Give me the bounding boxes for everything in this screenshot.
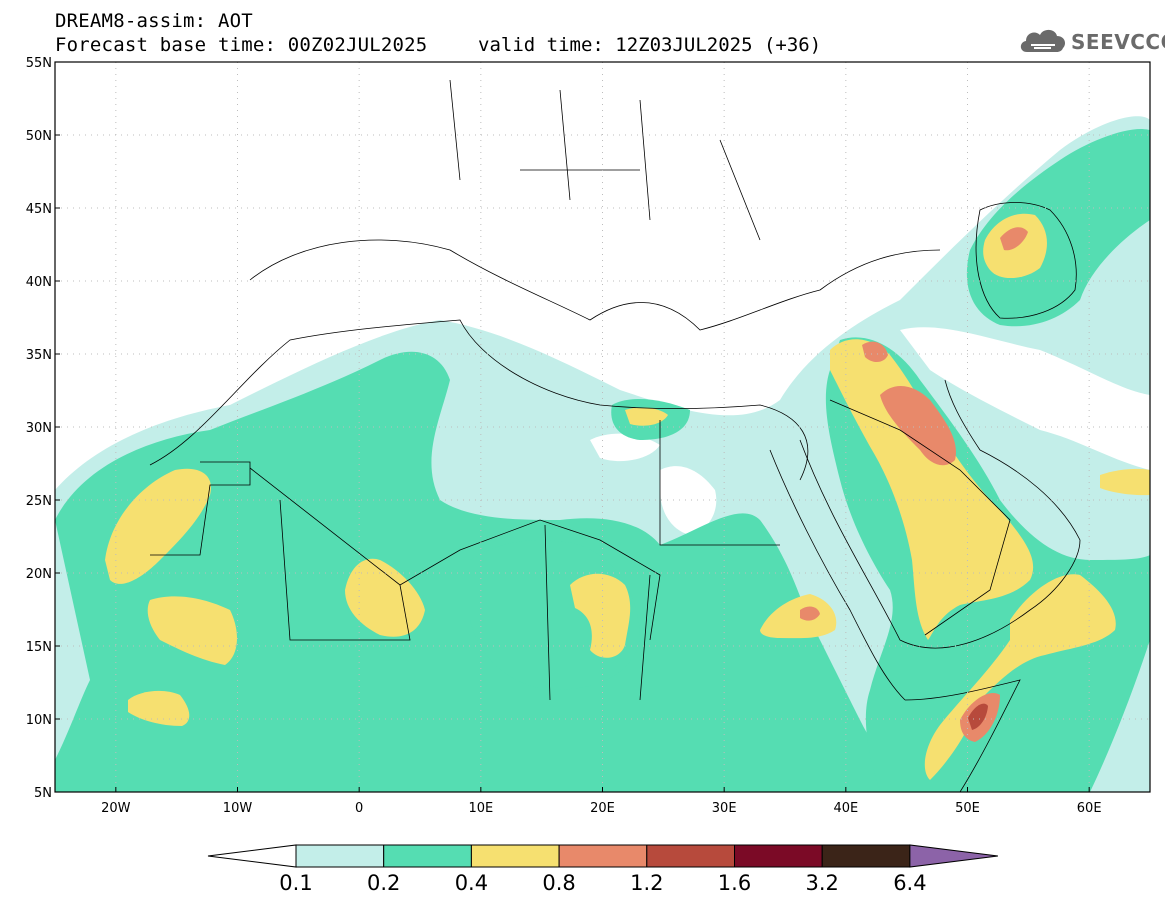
- cloud-icon: [1020, 29, 1065, 52]
- lon-label: 40E: [833, 801, 858, 816]
- colorbar-label: 0.2: [367, 871, 400, 895]
- aot-band-0.4-mauritania: [105, 468, 211, 584]
- forecast-base-time: Forecast base time: 00Z02JUL2025: [55, 34, 428, 56]
- colorbar-swatch: [821, 844, 911, 868]
- country-borders: [149, 79, 1081, 792]
- border-mali-niger: [279, 499, 411, 641]
- aot-field: [55, 116, 1150, 792]
- aot-band-0.8-syria: [862, 341, 888, 363]
- border-europe-east: [449, 79, 761, 241]
- lat-label: 30N: [26, 421, 52, 436]
- colorbar-label: 6.4: [893, 871, 926, 895]
- colorbar-label: 0.1: [279, 871, 312, 895]
- clear-area-libya: [590, 433, 660, 462]
- colorbar-label: 3.2: [805, 871, 838, 895]
- lon-label: 10W: [223, 801, 253, 816]
- aot-band-0.4-eritrea: [760, 594, 837, 639]
- lat-label: 55N: [26, 56, 52, 71]
- lon-label: 50E: [955, 801, 980, 816]
- coastline-europe: [249, 239, 941, 331]
- aot-band-0.4-mali: [345, 558, 425, 637]
- lat-label: 15N: [26, 640, 52, 655]
- colorbar-under-triangle: [207, 844, 297, 868]
- lat-label: 50N: [26, 129, 52, 144]
- latitude-axis: 55N 50N 45N 40N 35N 30N 25N 20N 15N 10N 5N: [26, 56, 60, 801]
- aot-band-0.4-chad: [570, 573, 631, 658]
- border-mauritania: [150, 461, 251, 556]
- clear-area-mideast: [900, 327, 1150, 470]
- colorbar-swatch: [646, 844, 735, 868]
- colorbar: 0.1 0.2 0.4 0.8 1.2 1.6 3.2 6.4: [207, 844, 998, 895]
- lon-label: 60E: [1077, 801, 1102, 816]
- seevccc-logo: SEEVCCC: [1017, 22, 1165, 58]
- lon-label: 30E: [712, 801, 737, 816]
- longitude-axis: 20W 10W 0 10E 20E 30E 40E 50E 60E: [101, 787, 1102, 816]
- aot-band-0.4-senegal: [147, 596, 237, 665]
- coastline-arabia: [799, 379, 1081, 649]
- aot-band-0.4-yemen: [924, 574, 1116, 780]
- colorbar-swatch: [558, 844, 648, 868]
- aot-band-0.8-eritrea: [800, 606, 820, 621]
- lat-label: 10N: [26, 713, 52, 728]
- colorbar-swatch: [295, 844, 385, 868]
- coastline-caspian: [975, 202, 1077, 319]
- coastline-horn: [904, 679, 1021, 792]
- border-libya-egypt: [659, 420, 780, 546]
- colorbar-over-triangle: [909, 844, 998, 868]
- border-saudi: [829, 399, 1011, 636]
- colorbar-label: 1.2: [630, 871, 663, 895]
- aot-band-1.2-somalia: [968, 703, 988, 730]
- aot-band-0.4-libya: [625, 407, 668, 426]
- lon-label: 0: [355, 801, 363, 816]
- colorbar-swatch: [734, 844, 823, 868]
- lat-label: 45N: [26, 202, 52, 217]
- lon-label: 20E: [590, 801, 615, 816]
- valid-time: valid time: 12Z03JUL2025 (+36): [478, 34, 822, 56]
- aot-band-0.4-arabia: [830, 339, 1034, 640]
- lon-label: 20W: [101, 801, 131, 816]
- model-title: DREAM8-assim: AOT: [55, 10, 253, 32]
- lat-label: 20N: [26, 567, 52, 582]
- colorbar-swatch: [470, 844, 560, 868]
- lat-label: 35N: [26, 348, 52, 363]
- colorbar-label: 1.6: [718, 871, 751, 895]
- clear-area-egypt: [660, 466, 717, 535]
- colorbar-label: 0.8: [542, 871, 575, 895]
- border-sudan: [544, 524, 651, 701]
- graticule: [55, 62, 1150, 792]
- aot-band-0.8-iraq: [880, 385, 956, 466]
- aot-band-0.4-guinea: [128, 690, 190, 726]
- colorbar-label: 0.4: [455, 871, 488, 895]
- coastline-north-africa: [149, 319, 809, 481]
- lat-label: 5N: [34, 786, 52, 801]
- aot-band-0.8-caspian: [1000, 227, 1028, 251]
- lon-label: 10E: [468, 801, 493, 816]
- aot-band-0.4-oman: [1100, 468, 1150, 496]
- logo-text: SEEVCCC: [1071, 30, 1165, 54]
- coastline-red-sea: [769, 449, 906, 701]
- lat-label: 40N: [26, 275, 52, 290]
- lat-label: 25N: [26, 494, 52, 509]
- colorbar-swatch: [383, 844, 472, 868]
